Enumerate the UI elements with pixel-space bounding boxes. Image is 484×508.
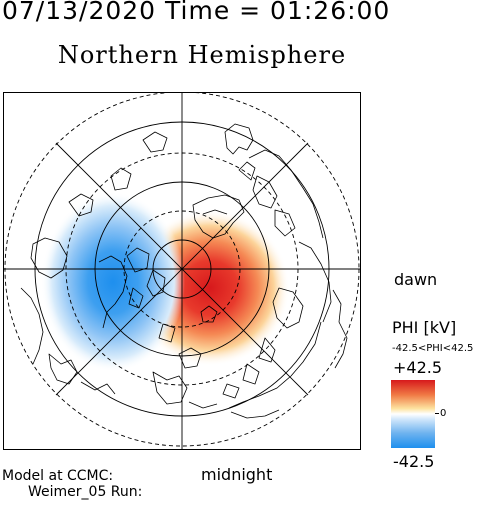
colorbar-min-label: -42.5: [393, 452, 435, 471]
colorbar: [391, 380, 435, 448]
meridian-line: [55, 142, 309, 396]
dawn-label: dawn: [394, 270, 438, 289]
coastlines: [20, 123, 348, 419]
date-time-header: 07/13/2020 Time = 01:26:00: [2, 0, 391, 25]
colorbar-zero-label: 0: [440, 408, 447, 419]
midnight-label: midnight: [201, 465, 273, 484]
run-label: Weimer_05 Run:: [28, 484, 143, 500]
colorbar-zero-tick: [435, 413, 439, 414]
polar-map: [3, 92, 361, 450]
negative-potential-cell: [41, 192, 185, 372]
colorbar-title: PHI [kV]: [392, 318, 457, 337]
colorbar-range: -42.5<PHI<42.5: [392, 343, 474, 354]
colorbar-max-label: +42.5: [393, 358, 443, 377]
model-label: Model at CCMC:: [2, 468, 114, 484]
hemisphere-title: Northern Hemisphere: [57, 41, 347, 69]
